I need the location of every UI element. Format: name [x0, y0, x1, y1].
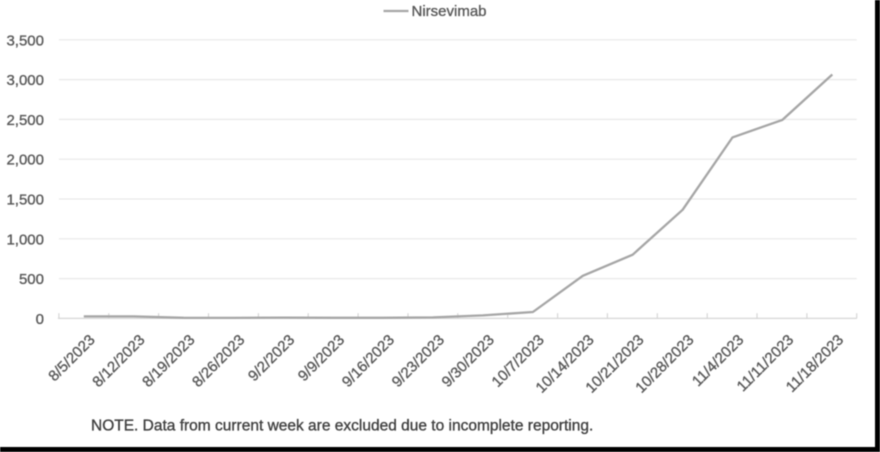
svg-text:2,000: 2,000	[6, 152, 44, 169]
svg-text:3,500: 3,500	[6, 32, 44, 49]
svg-text:0: 0	[36, 311, 44, 328]
svg-text:Nirsevimab: Nirsevimab	[412, 3, 487, 20]
svg-text:500: 500	[19, 271, 44, 288]
svg-text:3,000: 3,000	[6, 72, 44, 89]
svg-text:1,500: 1,500	[6, 192, 44, 209]
svg-text:1,000: 1,000	[6, 231, 44, 248]
svg-text:NOTE. Data from current week a: NOTE. Data from current week are exclude…	[91, 418, 593, 435]
svg-text:2,500: 2,500	[6, 112, 44, 129]
